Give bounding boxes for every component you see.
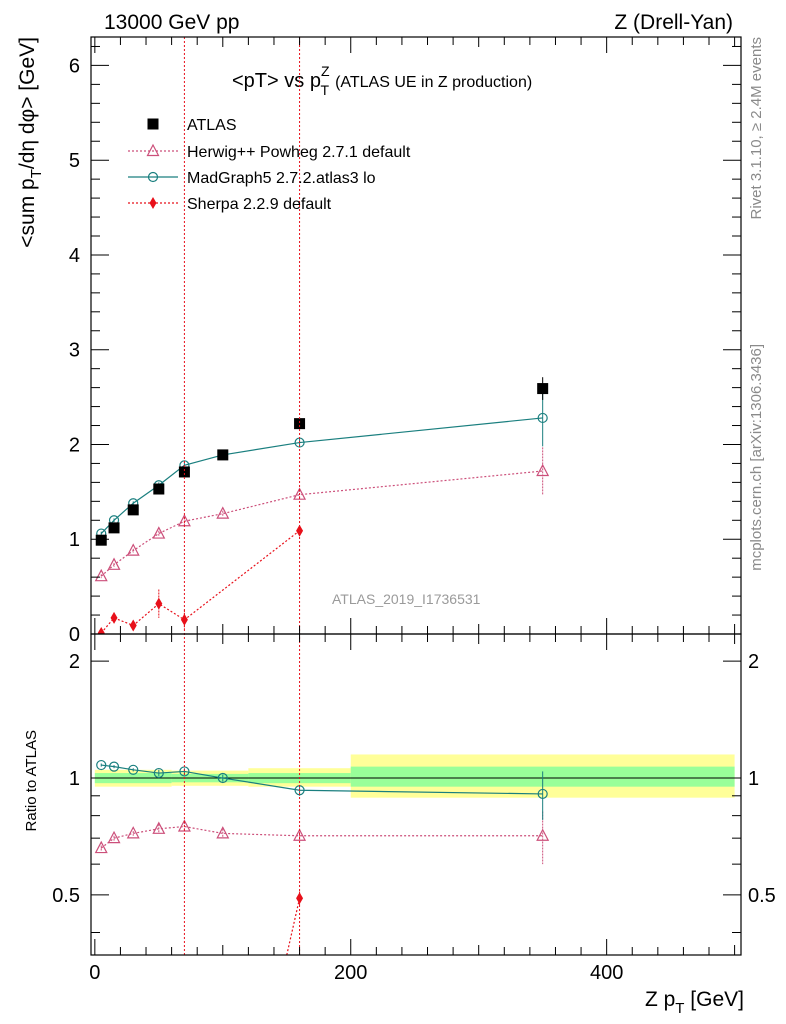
ratio-herwig-powheg-2-7-1-default-point [216,826,230,839]
ratio-herwig-powheg-2-7-1-default-point [293,828,307,841]
main-sherpa-2-2-9-default-point [155,597,163,610]
legend-marker-0 [147,118,159,130]
main-atlas-point [153,483,165,495]
main-madgraph5-2-7-2-atlas3-lo-point [537,412,548,424]
x-tick-label: 400 [590,962,623,984]
header-left: 13000 GeV pp [104,11,239,34]
header-right: Z (Drell-Yan) [614,11,733,34]
main-atlas-point [178,466,190,478]
main-madgraph5-2-7-2-atlas3-lo-line [100,417,543,534]
legend: ATLAS Herwig++ Powheg 2.7.1 default MadGra… [128,117,411,213]
y-tick-label: 5 [69,150,80,172]
ratio-herwig-powheg-2-7-1-default-point [94,840,108,854]
ratio-herwig-powheg-2-7-1-default-point [126,826,140,839]
y-tick-label: 1 [69,529,80,551]
ratio-y-tick-label-left: 2 [69,651,80,673]
main-sherpa-2-2-9-default-point [180,613,188,626]
ratio-y-tick-label-right: 2 [748,651,759,673]
ratio-panel-frame [90,633,742,956]
main-herwig-powheg-2-7-1-default-point [536,463,550,477]
main-herwig-powheg-2-7-1-default-line [100,470,543,577]
ratio-y-tick-label-right: 0.5 [748,885,776,907]
legend-marker-1 [146,143,160,157]
ratio-herwig-powheg-2-7-1-default-line [100,825,543,849]
ratio-panel [94,754,735,955]
y-tick-label: 3 [69,340,80,362]
legend-label-2: MadGraph5 2.7.2.atlas3 lo [187,170,376,187]
main-atlas-point [127,504,139,516]
ratio-herwig-powheg-2-7-1-default-point [536,828,550,841]
main-herwig-powheg-2-7-1-default-point [216,506,230,519]
ratio-madgraph5-2-7-2-atlas3-lo-point [96,759,107,771]
main-atlas-point [108,522,120,534]
ratio-madgraph5-2-7-2-atlas3-lo-point [217,772,228,784]
y-tick-label: 4 [69,245,80,267]
ratio-madgraph5-2-7-2-atlas3-lo-point [153,767,164,779]
main-herwig-powheg-2-7-1-default-point [107,557,121,570]
main-herwig-powheg-2-7-1-default-point [126,543,140,556]
ratio-madgraph5-2-7-2-atlas3-lo-point [108,761,120,772]
ratio-madgraph5-2-7-2-atlas3-lo-point [537,788,548,800]
ratio-y-tick-label-left: 1 [69,768,80,790]
main-herwig-powheg-2-7-1-default-point [293,487,307,500]
main-atlas-point [537,383,549,395]
y-axis-label-ratio: Ratio to ATLAS [23,730,40,831]
main-sherpa-2-2-9-default-point [129,619,137,632]
main-sherpa-2-2-9-default-point [97,627,105,634]
x-tick-label: 0 [89,962,100,984]
main-panel [94,377,550,634]
legend-marker-2 [147,171,159,183]
y-tick-label: 6 [69,55,80,77]
y-axis-label-main: <sum pT/dη dφ> [GeV] [16,37,45,248]
main-herwig-powheg-2-7-1-default-point [152,526,166,539]
ratio-herwig-powheg-2-7-1-default-point [152,821,166,834]
main-sherpa-2-2-9-default-line [100,530,300,634]
ratio-y-tick-label-left: 0.5 [52,885,80,907]
y-tick-label: 2 [69,434,80,456]
main-sherpa-2-2-9-default-point [110,611,118,624]
x-axis-label: Z pT [GeV] [645,988,744,1017]
ratio-herwig-powheg-2-7-1-default-point [107,830,121,844]
x-tick-label: 200 [334,962,367,984]
main-herwig-powheg-2-7-1-default-point [94,568,108,582]
analysis-watermark: ATLAS_2019_I1736531 [332,591,481,607]
ratio-madgraph5-2-7-2-atlas3-lo-point [128,764,139,775]
side-label-mcplots: mcplots.cern.ch [arXiv:1306.3436] [748,344,765,571]
main-atlas-point [294,418,306,430]
ratio-herwig-powheg-2-7-1-default-point [177,819,191,832]
y-tick-label: 0 [69,624,80,646]
main-atlas-point [217,449,229,461]
side-label-rivet: Rivet 3.1.10, ≥ 2.4M events [748,37,765,220]
ratio-y-tick-label-right: 1 [748,768,759,790]
legend-label-3: Sherpa 2.2.9 default [187,196,332,213]
chart-title: <pT> vs pZ T (ATLAS UE in Z production) [232,63,532,98]
legend-label-0: ATLAS [187,117,237,134]
ratio-madgraph5-2-7-2-atlas3-lo-line [101,764,543,795]
main-atlas-point [95,534,107,546]
legend-label-1: Herwig++ Powheg 2.7.1 default [187,144,411,161]
ratio-sherpa-2-2-9-default-line [286,898,301,955]
legend-marker-3 [149,197,157,209]
